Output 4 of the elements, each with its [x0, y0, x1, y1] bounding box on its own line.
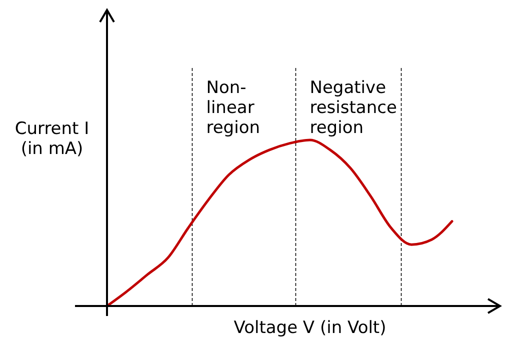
text: Non- linear region — [206, 78, 260, 138]
x-axis-title: Voltage V (in Volt) — [234, 318, 386, 338]
text: Negative resistance region — [310, 78, 397, 138]
y-axis-title: Current I (in mA) — [14, 119, 90, 159]
